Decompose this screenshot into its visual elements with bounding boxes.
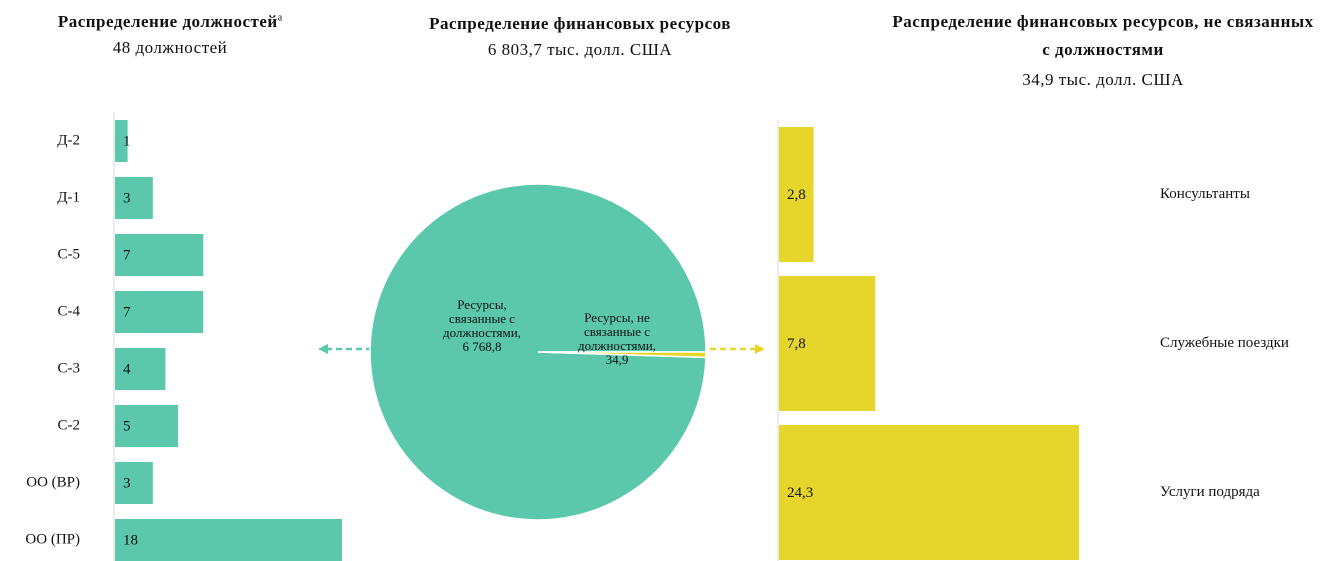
slice-value: 6 768,8 xyxy=(462,339,502,354)
chart-title: Распределение должностей xyxy=(57,12,278,31)
bar xyxy=(115,291,204,333)
slice-label: Ресурсы, связанные с должностями,6 768,8 xyxy=(432,298,532,354)
value-label: 18 xyxy=(123,532,138,548)
arrow-head xyxy=(755,344,765,354)
bar xyxy=(115,348,166,390)
bar xyxy=(779,276,876,411)
slice-name: Ресурсы, связанные с должностями, xyxy=(443,298,521,340)
category-label: С-2 xyxy=(58,417,81,433)
subtitle: 48 должностей xyxy=(112,38,228,57)
bar xyxy=(115,177,153,219)
category-label: Д-2 xyxy=(57,132,80,148)
slice-value: 34,9 xyxy=(605,352,629,367)
chart-title: Распределение финансовых ресурсов xyxy=(429,14,731,33)
value-label: 7 xyxy=(123,304,131,320)
category-label: Служебные поездки xyxy=(1160,335,1289,351)
arrow-head xyxy=(318,344,328,354)
slice-label: Ресурсы, не связанные с должностями,34,9 xyxy=(567,311,667,367)
bar xyxy=(115,234,204,276)
pie-slice xyxy=(537,351,707,359)
bar xyxy=(115,462,153,504)
value-label: 4 xyxy=(123,361,131,377)
slice-label-text: Ресурсы, не связанные с должностями, 34,9 xyxy=(567,311,667,367)
subtitle: 6 803,7 тыс. долл. США xyxy=(487,40,673,59)
title-note: a xyxy=(277,12,283,24)
bar xyxy=(779,425,1079,560)
bar xyxy=(115,405,179,447)
category-label: Д-1 xyxy=(57,189,80,205)
value-label: 7 xyxy=(123,247,131,263)
bar xyxy=(115,519,342,561)
value-label: 5 xyxy=(123,418,131,434)
subtitle: 34,9 тыс. долл. США xyxy=(1022,70,1184,89)
category-label: С-5 xyxy=(58,246,81,262)
title-block: Распределение финансовых ресурсов 6 803,… xyxy=(360,14,800,60)
title-block: Распределение финансовых ресурсов, не св… xyxy=(888,8,1318,94)
value-label: 3 xyxy=(123,475,131,491)
chart-title: Распределение финансовых ресурсов, не св… xyxy=(892,12,1314,59)
category-label: Услуги подряда xyxy=(1160,484,1260,500)
value-label: 1 xyxy=(123,133,131,149)
title-block: Распределение должностейa 48 должностей xyxy=(0,12,340,58)
bar xyxy=(115,120,128,162)
category-label: Консультанты xyxy=(1160,186,1250,202)
bar xyxy=(779,127,814,262)
value-label: 3 xyxy=(123,190,131,206)
value-label: 24,3 xyxy=(787,485,813,501)
slice-label-text: Ресурсы, связанные с должностями, 6 768,8 xyxy=(432,298,532,354)
category-label: ОО (ВР) xyxy=(26,474,80,490)
value-label: 7,8 xyxy=(787,336,806,352)
category-label: С-3 xyxy=(58,360,81,376)
category-label: С-4 xyxy=(58,303,81,319)
category-label: ОО (ПР) xyxy=(25,531,80,547)
value-label: 2,8 xyxy=(787,187,806,203)
slice-name: Ресурсы, не связанные с должностями, xyxy=(578,311,656,353)
